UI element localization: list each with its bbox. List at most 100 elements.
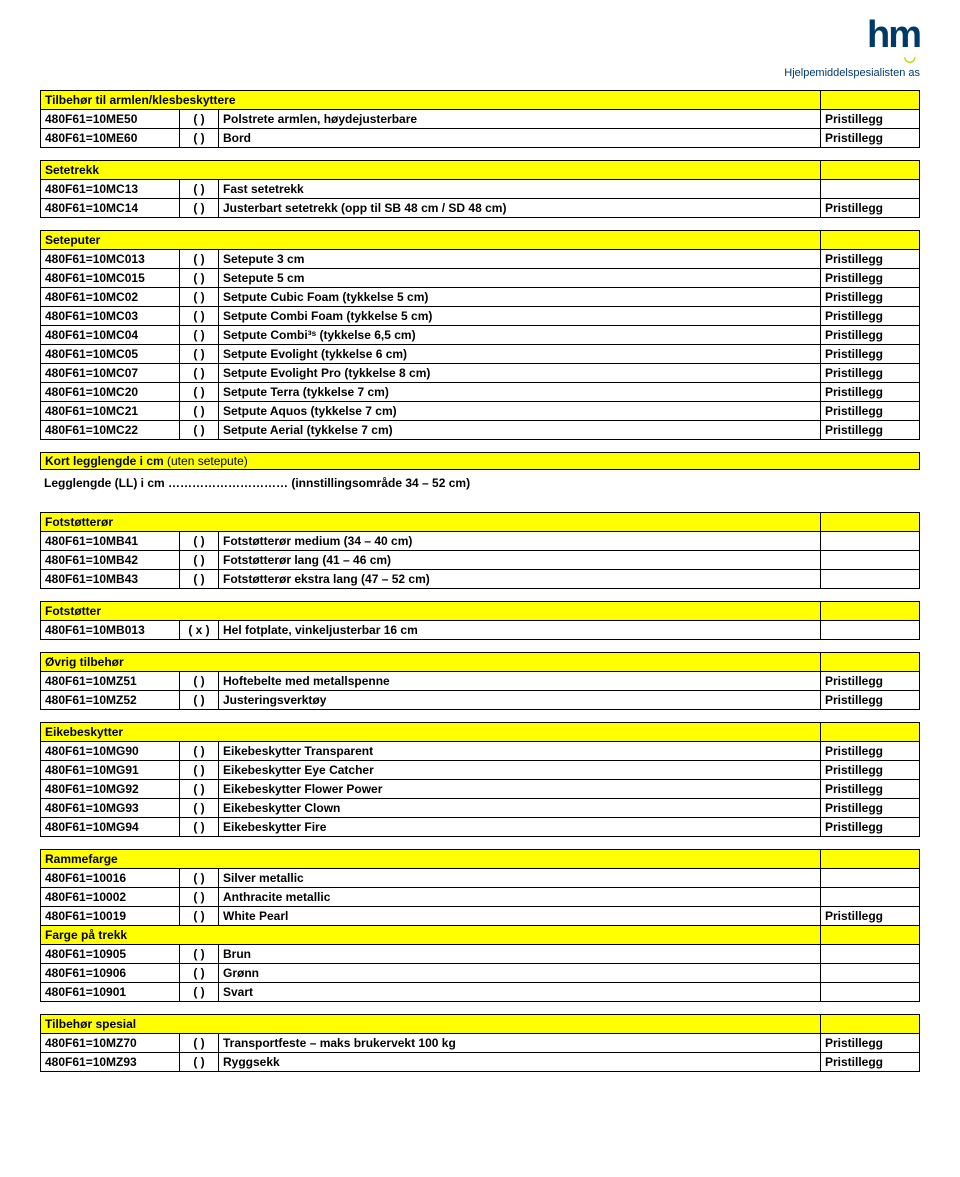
code: 480F61=10905 bbox=[41, 945, 180, 964]
section-title: Rammefarge bbox=[41, 850, 821, 869]
desc: Silver metallic bbox=[219, 869, 821, 888]
checkbox[interactable]: ( ) bbox=[180, 532, 219, 551]
desc: Hoftebelte med metallspenne bbox=[219, 672, 821, 691]
price: Pristillegg bbox=[821, 269, 920, 288]
checkbox[interactable]: ( ) bbox=[180, 402, 219, 421]
checkbox[interactable]: ( ) bbox=[180, 672, 219, 691]
price: Pristillegg bbox=[821, 691, 920, 710]
price bbox=[821, 888, 920, 907]
checkbox[interactable]: ( ) bbox=[180, 1053, 219, 1072]
checkbox[interactable]: ( ) bbox=[180, 199, 219, 218]
table-row: 480F61=10MG94( )Eikebeskytter FirePristi… bbox=[41, 818, 920, 837]
empty-cell bbox=[821, 723, 920, 742]
checkbox[interactable]: ( ) bbox=[180, 383, 219, 402]
table-row: 480F61=10MC07( )Setpute Evolight Pro (ty… bbox=[41, 364, 920, 383]
section-title: Tilbehør spesial bbox=[41, 1015, 821, 1034]
checkbox[interactable]: ( ) bbox=[180, 570, 219, 589]
checkbox[interactable]: ( ) bbox=[180, 180, 219, 199]
section-kort-legglengde: Kort legglengde i cm (uten setepute) Leg… bbox=[40, 452, 920, 500]
checkbox[interactable]: ( ) bbox=[180, 110, 219, 129]
logo: hm ◡ Hjelpemiddelspesialisten as bbox=[784, 18, 920, 79]
checkbox[interactable]: ( ) bbox=[180, 326, 219, 345]
checkbox[interactable]: ( ) bbox=[180, 761, 219, 780]
code: 480F61=10MC21 bbox=[41, 402, 180, 421]
table-row: 480F61=10016( )Silver metallic bbox=[41, 869, 920, 888]
checkbox[interactable]: ( ) bbox=[180, 869, 219, 888]
checkbox[interactable]: ( ) bbox=[180, 945, 219, 964]
price bbox=[821, 621, 920, 640]
checkbox[interactable]: ( ) bbox=[180, 799, 219, 818]
section-title: Farge på trekk bbox=[41, 926, 821, 945]
section-rammefarge: Rammefarge 480F61=10016( )Silver metalli… bbox=[40, 849, 920, 1002]
code: 480F61=10MG90 bbox=[41, 742, 180, 761]
table-row: 480F61=10MB41( )Fotstøtterør medium (34 … bbox=[41, 532, 920, 551]
table-row: 480F61=10MB42( )Fotstøtterør lang (41 – … bbox=[41, 551, 920, 570]
checkbox[interactable]: ( ) bbox=[180, 888, 219, 907]
empty-cell bbox=[821, 513, 920, 532]
section-fotstotteror: Fotstøtterør 480F61=10MB41( )Fotstøtterø… bbox=[40, 512, 920, 589]
price: Pristillegg bbox=[821, 250, 920, 269]
checkbox[interactable]: ( ) bbox=[180, 742, 219, 761]
code: 480F61=10MC22 bbox=[41, 421, 180, 440]
empty-cell bbox=[821, 91, 920, 110]
legglengde-line[interactable]: Legglengde (LL) i cm ………………………… (innstil… bbox=[40, 470, 920, 500]
section-title: Seteputer bbox=[41, 231, 821, 250]
code: 480F61=10MB013 bbox=[41, 621, 180, 640]
table-row: 480F61=10906( )Grønn bbox=[41, 964, 920, 983]
checkbox[interactable]: ( ) bbox=[180, 129, 219, 148]
code: 480F61=10MC015 bbox=[41, 269, 180, 288]
price: Pristillegg bbox=[821, 780, 920, 799]
checkbox[interactable]: ( ) bbox=[180, 364, 219, 383]
desc: Svart bbox=[219, 983, 821, 1002]
code: 480F61=10MC13 bbox=[41, 180, 180, 199]
checkbox[interactable]: ( ) bbox=[180, 551, 219, 570]
section-title: Fotstøtter bbox=[41, 602, 821, 621]
price: Pristillegg bbox=[821, 1053, 920, 1072]
table-row: 480F61=10MG90( )Eikebeskytter Transparen… bbox=[41, 742, 920, 761]
checkbox[interactable]: ( ) bbox=[180, 307, 219, 326]
table-row: 480F61=10MZ70( )Transportfeste – maks br… bbox=[41, 1034, 920, 1053]
desc: Grønn bbox=[219, 964, 821, 983]
checkbox[interactable]: ( ) bbox=[180, 964, 219, 983]
desc: Setpute Terra (tykkelse 7 cm) bbox=[219, 383, 821, 402]
checkbox[interactable]: ( ) bbox=[180, 345, 219, 364]
checkbox[interactable]: ( ) bbox=[180, 983, 219, 1002]
code: 480F61=10MZ51 bbox=[41, 672, 180, 691]
title-sub: (uten setepute) bbox=[167, 454, 248, 468]
checkbox[interactable]: ( ) bbox=[180, 1034, 219, 1053]
price: Pristillegg bbox=[821, 672, 920, 691]
code: 480F61=10ME50 bbox=[41, 110, 180, 129]
table-row: 480F61=10MZ93( )RyggsekkPristillegg bbox=[41, 1053, 920, 1072]
checkbox[interactable]: ( ) bbox=[180, 288, 219, 307]
code: 480F61=10MC05 bbox=[41, 345, 180, 364]
checkbox[interactable]: ( ) bbox=[180, 780, 219, 799]
section-eikebeskytter: Eikebeskytter 480F61=10MG90( )Eikebeskyt… bbox=[40, 722, 920, 837]
desc: Setpute Combi Foam (tykkelse 5 cm) bbox=[219, 307, 821, 326]
table-row: 480F61=10MC22( )Setpute Aerial (tykkelse… bbox=[41, 421, 920, 440]
checkbox[interactable]: ( ) bbox=[180, 250, 219, 269]
checkbox[interactable]: ( ) bbox=[180, 818, 219, 837]
price: Pristillegg bbox=[821, 818, 920, 837]
checkbox[interactable]: ( x ) bbox=[180, 621, 219, 640]
checkbox[interactable]: ( ) bbox=[180, 691, 219, 710]
code: 480F61=10MC20 bbox=[41, 383, 180, 402]
section-title: Øvrig tilbehør bbox=[41, 653, 821, 672]
checkbox[interactable]: ( ) bbox=[180, 269, 219, 288]
checkbox[interactable]: ( ) bbox=[180, 907, 219, 926]
code: 480F61=10MC02 bbox=[41, 288, 180, 307]
price: Pristillegg bbox=[821, 799, 920, 818]
code: 480F61=10MZ70 bbox=[41, 1034, 180, 1053]
price bbox=[821, 551, 920, 570]
checkbox[interactable]: ( ) bbox=[180, 421, 219, 440]
code: 480F61=10MG93 bbox=[41, 799, 180, 818]
code: 480F61=10MG94 bbox=[41, 818, 180, 837]
section-title: Setetrekk bbox=[41, 161, 821, 180]
section-spesial: Tilbehør spesial 480F61=10MZ70( )Transpo… bbox=[40, 1014, 920, 1072]
price bbox=[821, 532, 920, 551]
table-row: 480F61=10MZ52( )JusteringsverktøyPristil… bbox=[41, 691, 920, 710]
code: 480F61=10MB42 bbox=[41, 551, 180, 570]
table-row: 480F61=10MC04( )Setpute Combi³ˢ (tykkels… bbox=[41, 326, 920, 345]
code: 480F61=10906 bbox=[41, 964, 180, 983]
code: 480F61=10MZ93 bbox=[41, 1053, 180, 1072]
desc: Fotstøtterør lang (41 – 46 cm) bbox=[219, 551, 821, 570]
